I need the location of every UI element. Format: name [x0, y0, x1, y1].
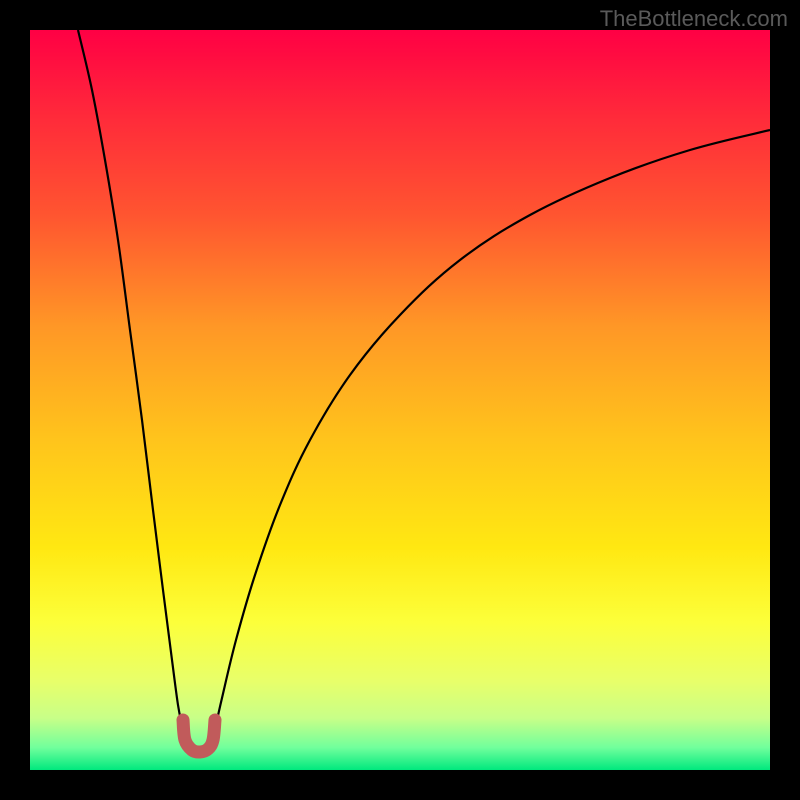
bottleneck-chart: TheBottleneck.com [0, 0, 800, 800]
watermark-text: TheBottleneck.com [600, 6, 788, 32]
chart-svg [0, 0, 800, 800]
gradient-background [30, 30, 770, 770]
